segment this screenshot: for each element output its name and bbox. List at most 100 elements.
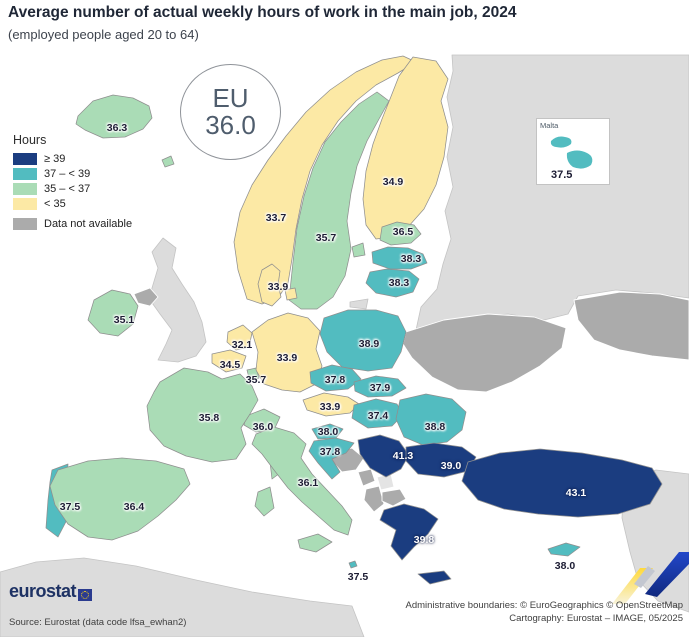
- legend-swatch-icon: [13, 197, 37, 210]
- country-iceland: [75, 94, 175, 168]
- value-label-iceland: 36.3: [106, 122, 128, 134]
- cartography-credit: Cartography: Eurostat – IMAGE, 05/2025: [509, 612, 683, 624]
- country-croatia: [308, 437, 355, 480]
- legend-item-na: Data not available: [13, 216, 132, 231]
- page-title: Average number of actual weekly hours of…: [8, 4, 517, 21]
- value-label-ireland: 35.1: [113, 314, 135, 326]
- eurostat-logo-text: eurostat: [9, 581, 77, 601]
- country-slovenia: [311, 423, 344, 440]
- value-label-latvia: 38.3: [400, 253, 422, 265]
- boundaries-credit: Administrative boundaries: © EuroGeograp…: [405, 600, 684, 611]
- country-cyprus: [547, 542, 581, 557]
- legend: Hours ≥ 39 37 – < 39 35 – < 37 < 35 Data not…: [13, 133, 132, 231]
- legend-item-label: Data not available: [44, 217, 133, 230]
- eu-average-badge: EU 36.0: [180, 64, 281, 160]
- value-label-denmark: 33.9: [267, 281, 289, 293]
- country-poland: [319, 309, 407, 372]
- value-label-lithuania: 38.3: [388, 277, 410, 289]
- legend-item-t3537: 35 – < 37: [13, 181, 132, 196]
- eu-badge-label: EU: [212, 83, 249, 114]
- value-label-slovakia: 37.9: [369, 382, 391, 394]
- value-label-belgium: 34.5: [219, 359, 241, 371]
- country-turkey: [461, 448, 663, 518]
- value-label-sweden: 35.7: [315, 232, 337, 244]
- value-label-croatia: 37.8: [319, 446, 341, 458]
- legend-item-label: 37 – < 39: [44, 167, 91, 180]
- country-north-macedonia: [381, 488, 407, 507]
- value-label-finland: 34.9: [382, 176, 404, 188]
- legend-title: Hours: [13, 133, 47, 147]
- value-label-netherlands: 32.1: [231, 339, 253, 351]
- eu-flag-icon: [78, 589, 93, 601]
- value-label-austria: 33.9: [319, 401, 341, 413]
- country-belgium: [211, 349, 247, 373]
- malta-inset-title: Malta: [540, 121, 559, 130]
- country-denmark: [257, 263, 298, 307]
- value-label-malta: 37.5: [347, 571, 369, 583]
- country-luxembourg: [246, 367, 260, 383]
- country-greece: [379, 503, 452, 585]
- country-ireland: [87, 289, 139, 337]
- value-label-slovenia: 38.0: [317, 426, 339, 438]
- malta-island-shape: [550, 136, 593, 169]
- eurostat-logo: eurostat: [9, 581, 93, 602]
- page-subtitle: (employed people aged 20 to 64): [8, 27, 199, 42]
- country-north-africa: [0, 557, 365, 637]
- legend-item-label: ≥ 39: [44, 152, 66, 165]
- value-label-czechia: 37.8: [324, 374, 346, 386]
- legend-swatch-icon: [13, 152, 37, 165]
- value-label-norway: 33.7: [265, 212, 287, 224]
- legend-item-label: < 35: [44, 197, 66, 210]
- legend-item-t3739: 37 – < 39: [13, 166, 132, 181]
- value-label-luxembourg: 35.7: [245, 374, 267, 386]
- value-label-switzerland: 36.0: [252, 421, 274, 433]
- country-united-kingdom: [149, 237, 207, 363]
- country-italy: [251, 426, 353, 553]
- legend-swatch-icon: [13, 167, 37, 180]
- legend-swatch-icon: [13, 217, 37, 230]
- legend-item-lt35: < 35: [13, 196, 132, 211]
- country-ukraine: [402, 313, 567, 393]
- value-label-spain: 36.4: [123, 501, 145, 513]
- country-albania: [363, 485, 385, 513]
- country-malta: [348, 560, 358, 569]
- eu-badge-value: 36.0: [205, 110, 256, 140]
- legend-swatch-icon: [13, 182, 37, 195]
- value-label-cyprus: 38.0: [554, 560, 576, 572]
- country-spain: [49, 457, 191, 541]
- malta-inset-map: [550, 136, 593, 169]
- value-label-poland: 38.9: [358, 338, 380, 350]
- value-label-romania: 38.8: [424, 421, 446, 433]
- legend-item-ge39: ≥ 39: [13, 151, 132, 166]
- decor-ribbon-gray: [634, 566, 655, 588]
- value-label-estonia: 36.5: [392, 226, 414, 238]
- malta-inset: Malta 37.5: [536, 118, 610, 185]
- country-romania: [395, 393, 467, 446]
- country-montenegro: [357, 468, 376, 487]
- value-label-portugal: 37.5: [59, 501, 81, 513]
- decor-ribbon-blue: [645, 552, 689, 597]
- map-credits: Administrative boundaries: © EuroGeograp…: [406, 600, 684, 626]
- malta-inset-value: 37.5: [551, 169, 573, 181]
- country-russia-belarus: [415, 54, 689, 331]
- country-estonia: [351, 221, 422, 258]
- value-label-italy: 36.1: [297, 477, 319, 489]
- value-label-hungary: 37.4: [367, 410, 389, 422]
- legend-item-label: 35 – < 37: [44, 182, 91, 195]
- country-latvia: [371, 246, 428, 270]
- country-kaliningrad: [349, 298, 369, 310]
- value-label-germany: 33.9: [276, 352, 298, 364]
- country-serbia: [357, 434, 410, 478]
- value-label-greece: 39.8: [413, 534, 435, 546]
- country-netherlands: [226, 324, 253, 351]
- country-slovakia: [353, 375, 407, 398]
- value-label-france: 35.8: [198, 412, 220, 424]
- source-note: Source: Eurostat (data code lfsa_ewhan2): [9, 617, 187, 628]
- country-caucasus-area: [573, 291, 689, 361]
- value-label-serbia: 41.3: [392, 450, 414, 462]
- country-northern-ireland: [133, 287, 159, 307]
- country-lithuania: [365, 268, 420, 298]
- country-sweden: [288, 91, 390, 310]
